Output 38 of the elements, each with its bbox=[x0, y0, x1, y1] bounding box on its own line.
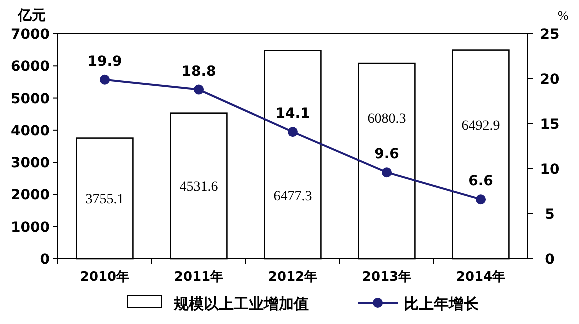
y2-tick-label: 25 bbox=[540, 27, 560, 43]
data-label: 19.9 bbox=[88, 54, 122, 70]
x-tick-label: 2013年 bbox=[362, 270, 412, 285]
point bbox=[194, 84, 204, 95]
x-tick-label: 2014年 bbox=[456, 270, 506, 285]
point bbox=[476, 194, 486, 205]
point bbox=[100, 74, 110, 85]
data-label: 6.6 bbox=[468, 174, 494, 190]
y2-tick-label: 20 bbox=[540, 72, 560, 88]
data-label: 6492.9 bbox=[462, 118, 500, 134]
x-tick-label: 2010年 bbox=[80, 270, 130, 285]
data-label: 14.1 bbox=[276, 106, 310, 122]
data-label: 3755.1 bbox=[86, 192, 124, 208]
legend-label: 比上年增长 bbox=[404, 295, 480, 313]
point bbox=[382, 168, 392, 178]
data-label: 6477.3 bbox=[274, 190, 312, 205]
x-tick-label: 2011年 bbox=[174, 270, 224, 285]
data-label: 4531.6 bbox=[180, 180, 218, 196]
y-tick-label: 0 bbox=[40, 252, 50, 268]
x-tick-label: 2012年 bbox=[268, 270, 318, 285]
y-tick-label: 6000 bbox=[11, 59, 50, 76]
y-axis-title: 亿元 bbox=[17, 8, 46, 24]
y-tick-label: 2000 bbox=[11, 188, 50, 204]
y-tick-label: 4000 bbox=[11, 123, 50, 140]
y2-axis-title: % bbox=[558, 8, 569, 23]
y2-tick-label: 10 bbox=[540, 162, 560, 178]
y2-tick-label: 0 bbox=[545, 252, 556, 268]
y-tick-label: 3000 bbox=[11, 156, 50, 172]
point bbox=[288, 127, 298, 138]
y2-tick-label: 5 bbox=[545, 207, 555, 223]
legend-label: 规模以上工业增加值 bbox=[173, 295, 309, 313]
y-tick-label: 1000 bbox=[11, 220, 50, 236]
y-tick-label: 7000 bbox=[11, 27, 50, 43]
data-label: 18.8 bbox=[182, 64, 216, 80]
y-tick-label: 5000 bbox=[11, 91, 50, 108]
data-label: 6080.3 bbox=[368, 112, 406, 128]
data-label: 9.6 bbox=[374, 146, 400, 163]
y2-tick-label: 15 bbox=[540, 117, 560, 133]
